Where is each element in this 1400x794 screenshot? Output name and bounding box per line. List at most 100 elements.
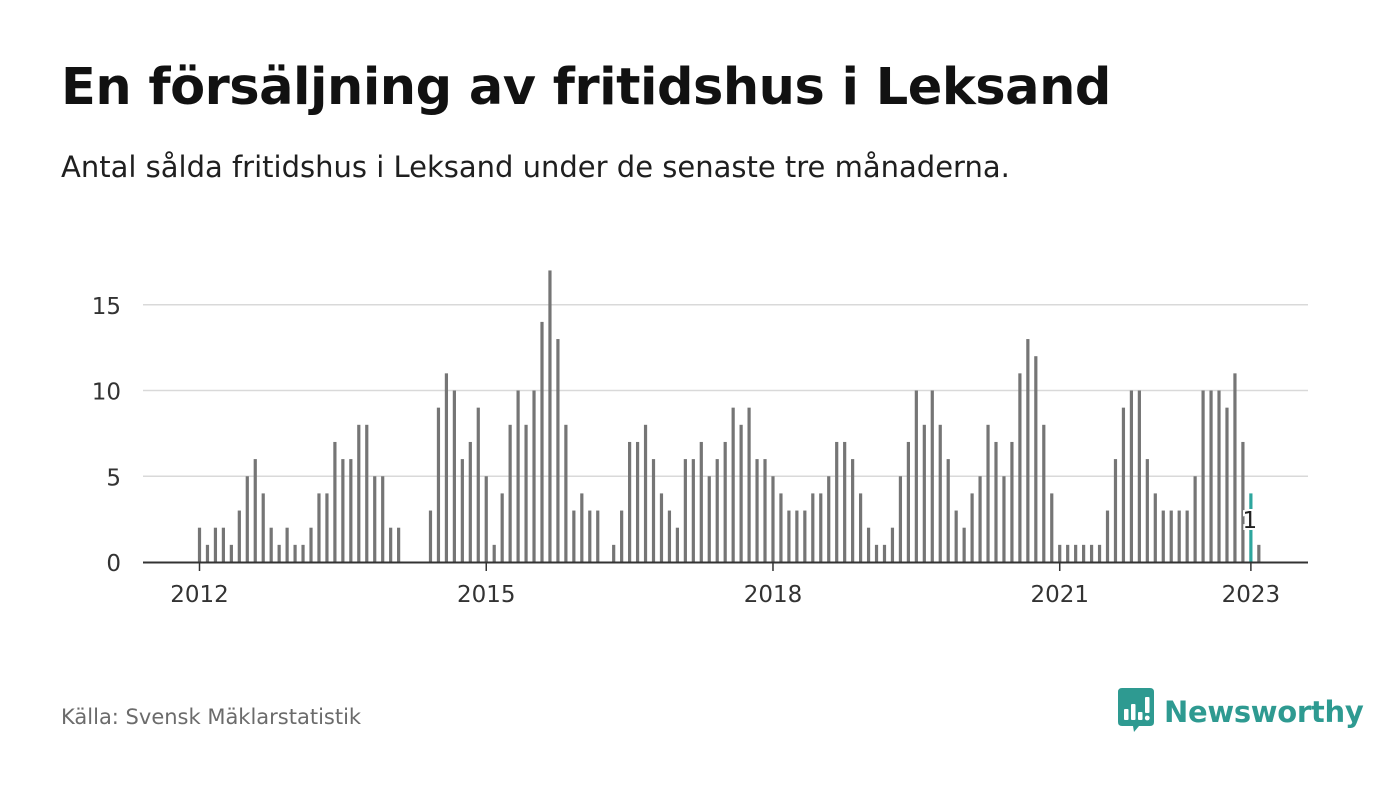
bar xyxy=(755,459,759,562)
bar xyxy=(1010,441,1014,562)
bar xyxy=(787,510,791,562)
bar xyxy=(436,407,441,562)
bar xyxy=(245,476,249,562)
y-tick-label: 0 xyxy=(106,551,121,577)
bar xyxy=(1201,390,1205,562)
bar xyxy=(691,459,695,562)
x-tick-label: 2015 xyxy=(457,582,516,608)
bar xyxy=(588,510,592,562)
bar xyxy=(1225,407,1229,562)
bar xyxy=(317,493,321,562)
bar xyxy=(707,476,711,562)
bar xyxy=(293,544,297,562)
bar xyxy=(1105,510,1110,562)
bar xyxy=(229,544,233,562)
bar xyxy=(341,459,345,562)
bar xyxy=(779,493,783,562)
bar xyxy=(659,493,664,562)
bar xyxy=(365,424,369,562)
bar xyxy=(452,390,456,562)
bar xyxy=(309,527,313,562)
bar xyxy=(548,270,552,562)
bar xyxy=(675,527,679,562)
bar-chart-speech-bubble-icon xyxy=(1118,688,1154,736)
bar xyxy=(643,424,648,562)
bar xyxy=(954,510,958,562)
bar xyxy=(1066,544,1070,562)
bar xyxy=(763,459,767,562)
bar xyxy=(285,527,289,562)
bar xyxy=(1002,476,1006,562)
bar xyxy=(492,544,496,562)
highlight-value-label: 1 xyxy=(1243,508,1258,534)
bar xyxy=(858,493,863,562)
bar xyxy=(397,527,401,562)
bar xyxy=(803,510,807,562)
bar xyxy=(731,407,735,562)
bar xyxy=(460,459,464,562)
bar xyxy=(612,544,616,562)
bar xyxy=(922,424,926,562)
bar xyxy=(946,459,950,562)
page-title: En försäljning av fritidshus i Leksand xyxy=(61,58,1111,117)
bar xyxy=(1034,356,1038,562)
bar xyxy=(635,441,640,562)
x-tick-label: 2018 xyxy=(744,582,803,608)
bar xyxy=(269,527,273,562)
bar xyxy=(237,510,241,562)
bar xyxy=(1177,510,1181,562)
bar xyxy=(1233,373,1237,562)
bar xyxy=(381,476,385,562)
y-tick-label: 15 xyxy=(92,294,121,320)
bar xyxy=(1082,544,1086,562)
bar xyxy=(747,407,751,562)
bar xyxy=(843,441,847,562)
page-subtitle: Antal sålda fritidshus i Leksand under d… xyxy=(61,150,1010,184)
bar xyxy=(1257,544,1261,562)
brand-name: Newsworthy xyxy=(1164,695,1364,729)
bar xyxy=(213,527,218,562)
bar xyxy=(874,544,879,562)
bar xyxy=(540,321,544,562)
bar xyxy=(1209,390,1213,562)
bar xyxy=(1050,493,1054,562)
bar xyxy=(500,493,504,562)
bar xyxy=(261,493,265,562)
bar xyxy=(516,390,520,562)
bar xyxy=(715,459,719,562)
bar xyxy=(532,390,536,562)
bar xyxy=(333,441,337,562)
bar xyxy=(994,441,998,562)
highlight-bar xyxy=(1249,493,1253,562)
bar xyxy=(476,407,480,562)
bar xyxy=(277,544,281,562)
bar xyxy=(349,459,353,562)
bar xyxy=(723,441,727,562)
bar xyxy=(986,424,990,562)
bar xyxy=(253,459,257,562)
y-tick-label: 10 xyxy=(92,380,121,406)
bar xyxy=(1145,459,1149,562)
bar xyxy=(914,390,918,562)
bar xyxy=(978,476,982,562)
bar xyxy=(651,459,656,562)
bar xyxy=(389,527,393,562)
bar xyxy=(564,424,568,562)
brand-logo[interactable]: Newsworthy xyxy=(1118,688,1364,736)
bar xyxy=(628,441,632,562)
bar xyxy=(1113,459,1118,562)
bar xyxy=(1089,544,1094,562)
bar xyxy=(1137,390,1141,562)
bar xyxy=(221,527,225,562)
bar xyxy=(428,510,433,562)
x-tick-label: 2012 xyxy=(170,582,229,608)
bar xyxy=(1193,476,1197,562)
bar xyxy=(683,459,687,562)
bar xyxy=(205,544,210,562)
bar xyxy=(898,476,903,562)
bar xyxy=(699,441,703,562)
bar xyxy=(301,544,305,562)
chart-axes xyxy=(143,561,1308,571)
bar xyxy=(835,441,839,562)
